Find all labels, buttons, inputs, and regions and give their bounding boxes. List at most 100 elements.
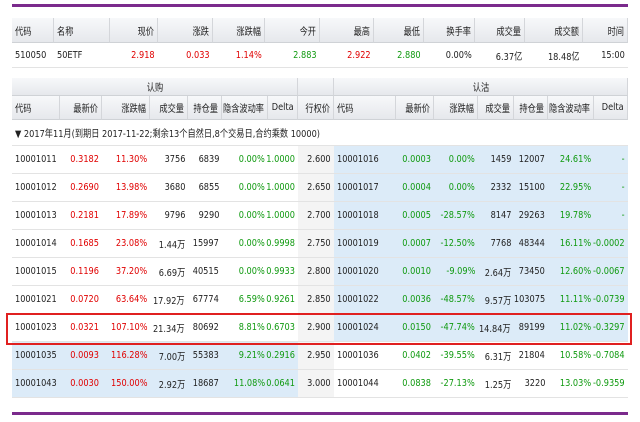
call-cell: 2.92万 — [150, 370, 188, 398]
call-cell-text: 0.2690 — [70, 182, 99, 193]
quote-value-text: 6.37亿 — [495, 51, 522, 63]
call-cell-text: 10001021 — [15, 294, 57, 305]
call-cell-text: 10001011 — [15, 154, 57, 165]
put-cell-text: 24.61% — [559, 154, 591, 165]
put-cell: 2.64万 — [478, 258, 514, 286]
call-cell-text: 0.9998 — [266, 238, 295, 249]
call-cell-text: 10001023 — [15, 322, 57, 333]
put-cell: -9.09% — [434, 258, 478, 286]
chain-header: 最新价 — [60, 96, 102, 120]
quote-value-text: 0.033 — [186, 49, 210, 61]
call-cell: 0.3182 — [60, 146, 102, 174]
call-cell-text: 9290 — [198, 210, 219, 221]
call-cell-text: 0.3182 — [70, 154, 99, 165]
chain-header-text: 涨跌幅 — [449, 104, 474, 115]
put-cell: -48.57% — [434, 286, 478, 314]
put-cell: -0.0002 — [593, 230, 628, 258]
put-cell: -27.13% — [434, 370, 478, 398]
quote-value-text: 1.14% — [235, 49, 262, 61]
call-cell: 0.2916 — [266, 342, 298, 370]
quote-header-text: 时间 — [607, 26, 624, 38]
quote-header-text: 成交额 — [554, 26, 579, 38]
call-cell-text: 0.6703 — [266, 322, 295, 333]
put-cell-text: 2.64万 — [484, 268, 511, 279]
put-cell-text: 22.95% — [559, 182, 591, 193]
put-cell: 15100 — [514, 174, 548, 202]
chain-header-text: 涨跌幅 — [121, 104, 146, 115]
call-cell-text: 3756 — [164, 154, 185, 165]
call-cell: 0.1685 — [60, 230, 102, 258]
call-cell: 9796 — [150, 202, 188, 230]
call-cell-text: 9.21% — [238, 350, 265, 361]
call-cell: 15997 — [188, 230, 222, 258]
call-cell-text: 13.98% — [115, 182, 147, 193]
put-cell-text: 103075 — [513, 294, 545, 305]
chain-header: Delta — [594, 96, 628, 120]
quote-header: 最低 — [374, 18, 424, 43]
put-cell: 10001044 — [334, 370, 396, 398]
put-cell-text: -0.0002 — [593, 238, 625, 249]
quote-value-text: 2.922 — [347, 49, 371, 61]
put-cell-text: - — [622, 210, 625, 221]
strike-price: 2.900 — [298, 314, 334, 342]
put-cell: 0.0402 — [396, 342, 434, 370]
put-cell-text: 10001036 — [337, 350, 379, 361]
call-cell-text: 15997 — [192, 238, 219, 249]
put-cell: 0.0010 — [396, 258, 434, 286]
put-cell: 1459 — [478, 146, 514, 174]
strike-price: 3.000 — [298, 370, 334, 398]
chain-header: 隐含波动率 — [222, 96, 268, 120]
quote-header: 时间 — [583, 18, 628, 43]
put-cell: 48344 — [514, 230, 548, 258]
put-cell-text: 0.0036 — [402, 294, 431, 305]
chain-header: 隐含波动率 — [548, 96, 594, 120]
quote-value-text: 15:00 — [601, 49, 625, 61]
put-cell-text: -27.13% — [440, 378, 475, 389]
put-cell: 24.61% — [548, 146, 594, 174]
call-cell: 10001023 — [12, 314, 60, 342]
put-cell: 0.0007 — [396, 230, 434, 258]
put-cell: 0.0005 — [396, 202, 434, 230]
put-cell-text: -0.7084 — [593, 350, 625, 361]
strike-price-text: 3.000 — [307, 378, 331, 389]
put-cell: 10001020 — [334, 258, 396, 286]
put-cell-text: 48344 — [518, 238, 545, 249]
put-cell-text: 9.57万 — [484, 296, 511, 307]
put-cell-text: 10001017 — [337, 182, 379, 193]
put-cell-text: 2332 — [490, 182, 511, 193]
put-cell-text: 10001024 — [337, 322, 379, 333]
call-cell-text: 116.28% — [110, 350, 147, 361]
call-cell-text: 0.1196 — [70, 266, 99, 277]
quote-value-text: 50ETF — [57, 49, 83, 61]
chain-header: 持仓量 — [514, 96, 548, 120]
expiry-group-text: ▼ 2017年11月(到期日 2017-11-22;剩余13个自然日,8个交易日… — [15, 129, 321, 140]
call-cell: 80692 — [188, 314, 222, 342]
quote-value-text: 510050 — [15, 49, 47, 61]
put-cell-text: -12.50% — [440, 238, 475, 249]
put-label: 认沽 — [334, 78, 628, 96]
call-cell-text: 10001014 — [15, 238, 57, 249]
call-cell-text: 67774 — [192, 294, 219, 305]
put-cell: -28.57% — [434, 202, 478, 230]
quote-header: 现价 — [110, 18, 158, 43]
put-cell: 12.60% — [548, 258, 594, 286]
call-cell: 0.00% — [222, 258, 268, 286]
call-cell-text: 0.00% — [238, 154, 265, 165]
chain-header: 成交量 — [478, 96, 514, 120]
strike-price: 2.950 — [298, 342, 334, 370]
call-cell: 0.6703 — [266, 314, 298, 342]
call-cell-text: 0.2181 — [70, 210, 99, 221]
call-cell: 0.00% — [222, 146, 268, 174]
quote-header-text: 最高 — [353, 26, 370, 38]
put-cell: -0.0067 — [593, 258, 628, 286]
put-cell: - — [594, 146, 628, 174]
put-cell-text: 13.03% — [559, 378, 591, 389]
call-cell-text: 3680 — [164, 182, 185, 193]
put-cell-text: 10001044 — [337, 378, 379, 389]
strike-price-text: 2.900 — [307, 322, 331, 333]
call-cell: 9290 — [188, 202, 222, 230]
quote-header-text: 代码 — [15, 26, 32, 38]
put-cell: - — [594, 174, 628, 202]
call-cell-text: 6.69万 — [158, 268, 185, 279]
put-cell: 3220 — [514, 370, 548, 398]
